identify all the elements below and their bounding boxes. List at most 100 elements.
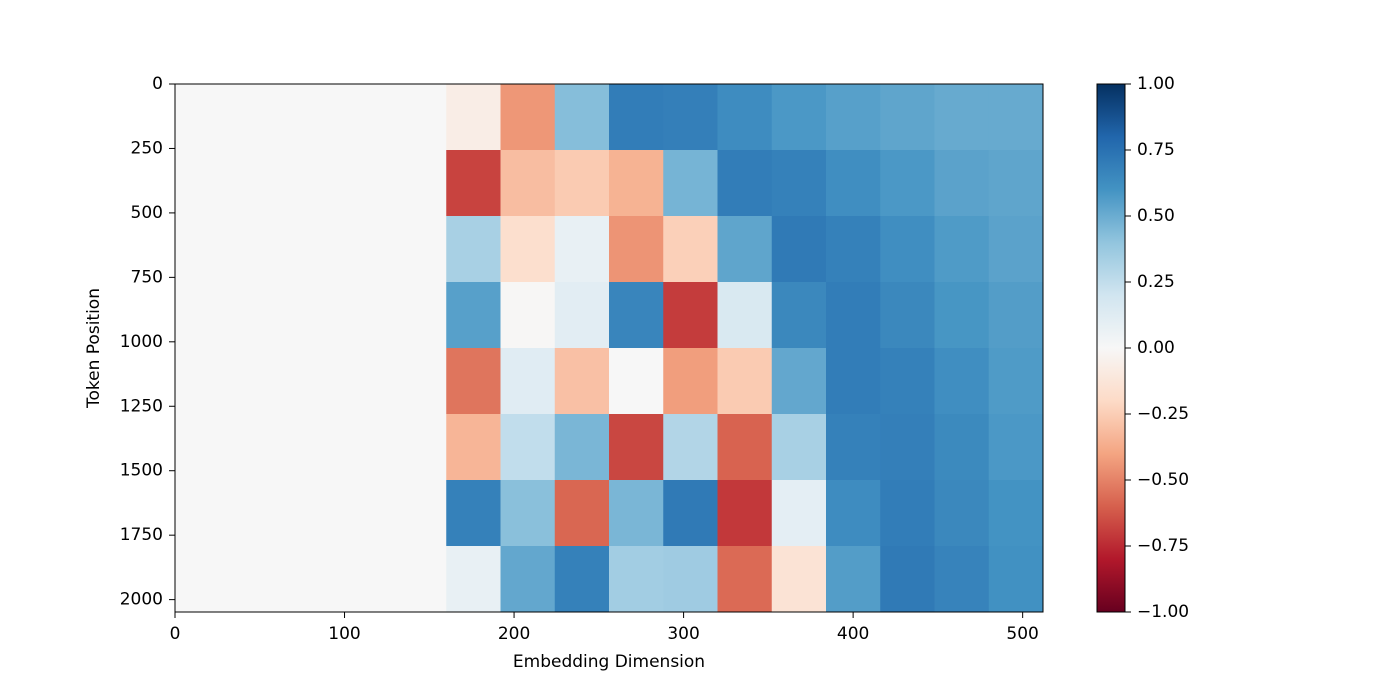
heatmap-cell [554,216,610,283]
heatmap-cell [880,546,935,613]
heatmap-cell [446,414,501,481]
heatmap-cell [771,546,827,613]
heatmap-cell [663,348,718,415]
heatmap-cell [880,348,935,415]
heatmap-cell [826,480,881,547]
heatmap-cell [500,84,556,151]
heatmap-cell [337,150,393,217]
heatmap-cell [826,282,881,349]
y-tick-label: 1250 [120,396,163,416]
heatmap-cell [880,414,935,481]
heatmap [175,84,1044,613]
colorbar-tick-label: 0.25 [1137,272,1175,292]
heatmap-cell [609,414,664,481]
heatmap-cell [337,84,393,151]
y-tick-label: 0 [152,74,163,94]
x-tick-label: 400 [837,624,869,644]
heatmap-cell [717,348,773,415]
colorbar-tick-label: −0.25 [1137,404,1189,424]
heatmap-cell [283,546,339,613]
colorbar-tick-label: 1.00 [1137,74,1175,94]
colorbar-tick-label: −0.75 [1137,536,1189,556]
heatmap-cell [554,546,610,613]
heatmap-cell [446,282,501,349]
heatmap-cell [934,414,990,481]
heatmap-cell [175,282,230,349]
heatmap-cell [500,348,556,415]
heatmap-cell [283,414,339,481]
heatmap-cell [554,84,610,151]
heatmap-cell [446,348,501,415]
heatmap-cell [392,480,447,547]
heatmap-cell [609,216,664,283]
heatmap-cell [771,282,827,349]
heatmap-cell [229,414,284,481]
heatmap-cell [988,84,1044,151]
heatmap-cell [500,282,556,349]
heatmap-cell [500,480,556,547]
heatmap-cell [229,282,284,349]
heatmap-cell [717,414,773,481]
heatmap-cell [229,480,284,547]
heatmap-cell [934,84,990,151]
heatmap-cell [826,414,881,481]
heatmap-cell [337,282,393,349]
heatmap-cell [446,216,501,283]
colorbar-tick-label: 0.50 [1137,206,1175,226]
heatmap-cell [663,282,718,349]
y-tick-label: 1000 [120,332,163,352]
heatmap-cell [175,216,230,283]
heatmap-cell [175,150,230,217]
heatmap-cell [500,216,556,283]
heatmap-cell [663,84,718,151]
heatmap-cell [283,216,339,283]
colorbar-tick-label: 0.75 [1137,140,1175,160]
x-tick-label: 300 [667,624,699,644]
heatmap-cell [663,150,718,217]
y-tick-label: 250 [131,138,163,158]
colorbar-tick-label: −0.50 [1137,470,1189,490]
heatmap-cell [880,84,935,151]
heatmap-cell [934,480,990,547]
heatmap-cell [826,216,881,283]
heatmap-cell [717,546,773,613]
heatmap-cell [554,348,610,415]
heatmap-cell [663,546,718,613]
heatmap-cell [934,216,990,283]
heatmap-cell [554,480,610,547]
heatmap-cell [663,414,718,481]
x-tick-label: 200 [498,624,530,644]
heatmap-cell [717,150,773,217]
heatmap-cell [826,348,881,415]
heatmap-cell [283,84,339,151]
y-tick-label: 750 [131,267,163,287]
heatmap-cell [283,150,339,217]
heatmap-cell [717,282,773,349]
heatmap-cell [988,216,1044,283]
heatmap-cell [609,282,664,349]
heatmap-cell [609,546,664,613]
y-tick-label: 1750 [120,525,163,545]
heatmap-cell [717,480,773,547]
heatmap-cell [880,282,935,349]
x-axis-label: Embedding Dimension [513,652,705,672]
heatmap-cell [609,150,664,217]
heatmap-cell [392,216,447,283]
heatmap-cell [988,282,1044,349]
heatmap-cell [826,546,881,613]
heatmap-cell [175,480,230,547]
heatmap-cell [554,414,610,481]
heatmap-cell [880,150,935,217]
heatmap-cell [446,480,501,547]
heatmap-cell [771,216,827,283]
heatmap-cell [337,480,393,547]
heatmap-cell [392,348,447,415]
heatmap-cell [609,480,664,547]
heatmap-cell [283,282,339,349]
heatmap-cell [934,546,990,613]
heatmap-cell [988,546,1044,613]
heatmap-cell [392,414,447,481]
heatmap-cell [229,546,284,613]
y-tick-label: 500 [131,203,163,223]
